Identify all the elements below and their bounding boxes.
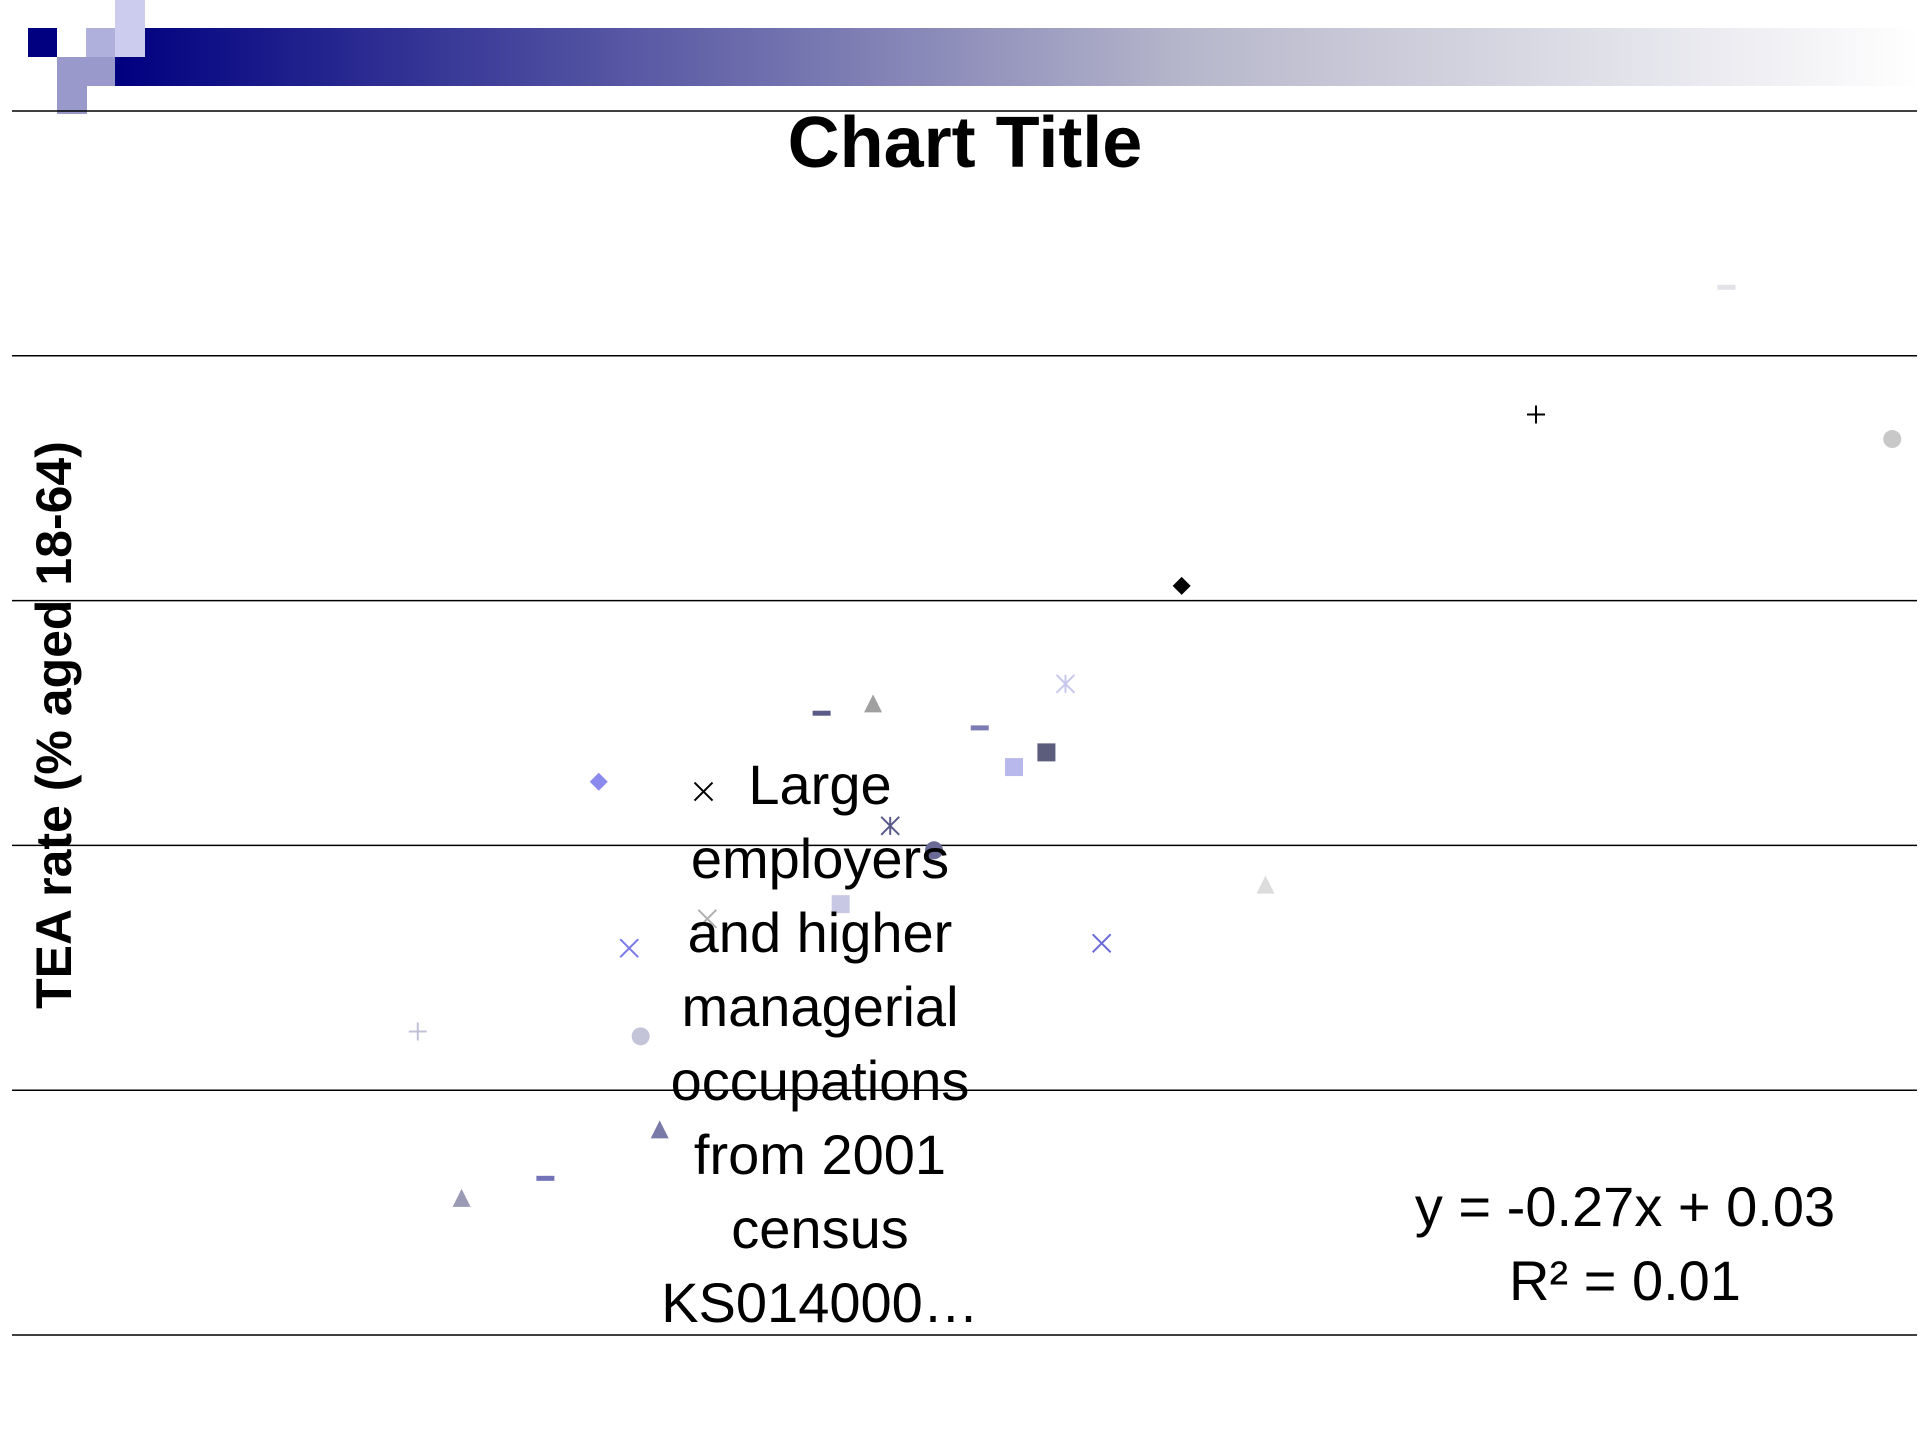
scatter-point — [1527, 405, 1545, 424]
marker-shape — [1717, 284, 1736, 290]
header-square — [28, 28, 57, 57]
scatter-point — [452, 1188, 471, 1207]
marker-shape — [650, 1120, 669, 1139]
marker-shape — [831, 895, 850, 914]
scatter-point — [970, 725, 989, 731]
header-bar — [115, 28, 1920, 86]
marker-shape — [864, 694, 883, 713]
marker-shape — [536, 1175, 555, 1181]
marker-shape — [880, 816, 900, 836]
marker-shape — [1055, 674, 1076, 694]
scatter-point — [1717, 284, 1736, 290]
scatter-point — [1172, 576, 1191, 595]
trendline-r2: R² = 0.01 — [1509, 1249, 1741, 1312]
scatter-point — [1005, 758, 1024, 777]
data-label: managerial — [681, 975, 958, 1038]
marker-shape — [589, 772, 608, 791]
trendline-equation: y = -0.27x + 0.03 — [1415, 1175, 1835, 1238]
y-axis-label: TEA rate (% aged 18-64) — [26, 441, 82, 1009]
scatter-point — [536, 1175, 555, 1181]
scatter-point — [408, 1022, 427, 1041]
marker-shape — [693, 781, 714, 802]
marker-shape — [925, 841, 944, 860]
scatter-point — [619, 938, 639, 958]
scatter-point — [1883, 430, 1902, 449]
marker-shape — [619, 938, 639, 958]
scatter-point — [812, 710, 831, 716]
marker-shape — [1527, 405, 1545, 424]
marker-shape — [812, 710, 831, 716]
marker-shape — [408, 1022, 427, 1041]
scatter-point — [880, 816, 900, 836]
data-label: census — [731, 1197, 908, 1260]
header-square — [86, 28, 115, 57]
scatter-point — [831, 895, 850, 914]
scatter-point — [631, 1027, 650, 1046]
scatter-point — [864, 694, 883, 713]
marker-shape — [1256, 875, 1275, 894]
data-label: from 2001 — [694, 1123, 946, 1186]
chart-title: Chart Title — [788, 103, 1143, 183]
marker-shape — [1037, 743, 1056, 762]
marker-shape — [1005, 758, 1024, 777]
data-label: employers — [691, 827, 949, 890]
marker-shape — [1172, 576, 1191, 595]
marker-shape — [631, 1027, 650, 1046]
marker-shape — [452, 1188, 471, 1207]
data-label: occupations — [671, 1049, 970, 1112]
scatter-point — [697, 909, 718, 929]
scatter-point — [1037, 743, 1056, 762]
data-label: Large — [748, 753, 891, 816]
marker-shape — [1883, 430, 1902, 449]
scatter-point — [1091, 933, 1112, 954]
scatter-point — [693, 781, 714, 802]
scatter-point — [589, 772, 608, 791]
scatter-point — [650, 1120, 669, 1139]
data-label: and higher — [688, 901, 953, 964]
scatter-point — [925, 841, 944, 860]
marker-shape — [697, 909, 718, 929]
header-square — [115, 0, 145, 57]
marker-shape — [1091, 933, 1112, 954]
header-square — [57, 57, 115, 86]
data-label: KS014000… — [661, 1271, 979, 1334]
marker-shape — [970, 725, 989, 731]
header-square — [57, 86, 87, 114]
scatter-point — [1055, 674, 1076, 694]
scatter-point — [1256, 875, 1275, 894]
